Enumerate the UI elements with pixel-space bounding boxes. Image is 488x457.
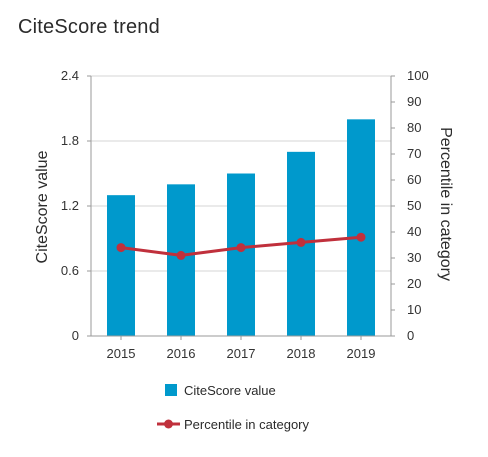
legend-swatch-marker bbox=[164, 419, 173, 429]
legend: CiteScore value Percentile in category bbox=[157, 383, 310, 432]
y2-tick-label: 100 bbox=[407, 68, 429, 83]
line-point bbox=[296, 237, 306, 247]
line-point bbox=[356, 232, 366, 242]
y2-tick-label: 90 bbox=[407, 94, 421, 109]
y2-tick-label: 70 bbox=[407, 146, 421, 161]
bar bbox=[107, 195, 135, 336]
y-tick-label: 0 bbox=[72, 328, 79, 343]
line-series bbox=[116, 232, 366, 260]
y2-tick-label: 80 bbox=[407, 120, 421, 135]
legend-label: Percentile in category bbox=[184, 417, 310, 432]
y-tick-label: 1.2 bbox=[61, 198, 79, 213]
x-tick-label: 2017 bbox=[227, 346, 256, 361]
legend-swatch-bar bbox=[165, 384, 177, 396]
y-tick-label: 1.8 bbox=[61, 133, 79, 148]
bar-series bbox=[107, 119, 375, 336]
y2-tick-label: 20 bbox=[407, 276, 421, 291]
y2-tick-label: 40 bbox=[407, 224, 421, 239]
y2-tick-label: 30 bbox=[407, 250, 421, 265]
x-tick-label: 2019 bbox=[347, 346, 376, 361]
axes: 0 0.6 1.2 1.8 2.4 0 10 20 30 40 50 60 70 80 90 100 2015 2… bbox=[34, 68, 454, 361]
x-tick-label: 2016 bbox=[167, 346, 196, 361]
x-tick-label: 2015 bbox=[107, 346, 136, 361]
bar bbox=[167, 184, 195, 336]
bar bbox=[227, 173, 255, 336]
line-point bbox=[176, 250, 186, 260]
y2-tick-label: 10 bbox=[407, 302, 421, 317]
y-tick-label: 2.4 bbox=[61, 68, 79, 83]
page-title: CiteScore trend bbox=[18, 16, 160, 38]
bar bbox=[347, 119, 375, 336]
y2-axis-title: Percentile in category bbox=[437, 127, 454, 281]
line-point bbox=[236, 243, 246, 253]
x-tick-label: 2018 bbox=[287, 346, 316, 361]
y2-tick-label: 50 bbox=[407, 198, 421, 213]
line-point bbox=[116, 243, 126, 253]
y2-tick-label: 60 bbox=[407, 172, 421, 187]
y-tick-label: 0.6 bbox=[61, 263, 79, 278]
y2-tick-label: 0 bbox=[407, 328, 414, 343]
legend-label: CiteScore value bbox=[184, 383, 276, 398]
y-axis-title: CiteScore value bbox=[34, 150, 51, 263]
